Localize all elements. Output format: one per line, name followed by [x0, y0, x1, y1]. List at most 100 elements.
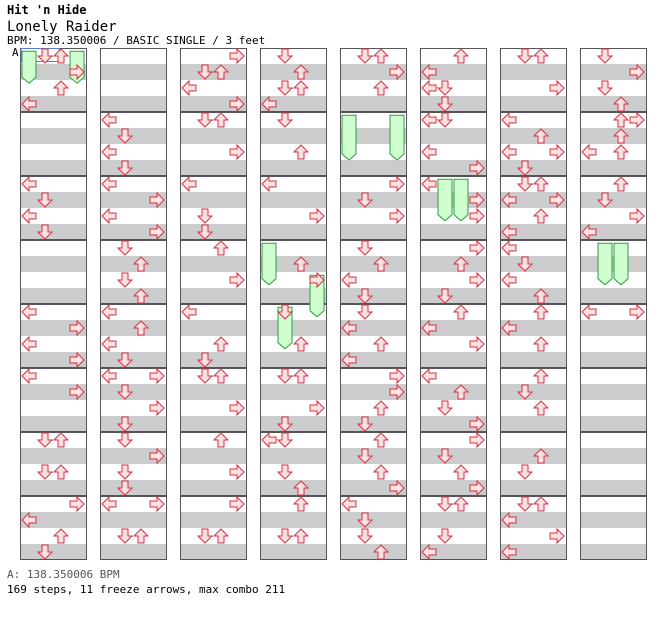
beat-stripe: [420, 352, 487, 368]
beat-stripe: [580, 416, 647, 432]
beat-stripe: [180, 448, 247, 464]
measure-box: [580, 176, 647, 240]
measure-box: [180, 304, 247, 368]
beat-stripe: [340, 512, 407, 528]
measure-box: [100, 496, 167, 560]
beat-stripe: [100, 416, 167, 432]
arrow-right: [469, 271, 485, 289]
beat-stripe: [180, 128, 247, 144]
measure-box: [420, 176, 487, 240]
arrow-down: [116, 384, 134, 400]
freeze-arrow: [261, 242, 277, 286]
beat-stripe: [500, 544, 567, 560]
measure-box: [180, 368, 247, 432]
measure-box: [580, 304, 647, 368]
beat-stripe: [100, 160, 167, 176]
freeze-arrow: [309, 274, 325, 318]
beat-stripe: [580, 64, 647, 80]
measure-box: [500, 176, 567, 240]
arrow-down: [116, 432, 134, 448]
arrow-left: [21, 367, 37, 385]
arrow-left: [341, 271, 357, 289]
arrow-up: [52, 528, 70, 544]
arrow-right: [549, 527, 565, 545]
arrow-right: [549, 79, 565, 97]
measure-box: [340, 176, 407, 240]
arrow-left: [421, 111, 437, 129]
measure-box: [260, 176, 327, 240]
measure-box: [500, 496, 567, 560]
arrow-down: [36, 432, 54, 448]
beat-stripe: [340, 64, 407, 80]
arrow-down: [116, 416, 134, 432]
arrow-down: [516, 176, 534, 192]
arrow-left: [581, 303, 597, 321]
measure-box: [260, 112, 327, 176]
beat-stripe: [420, 448, 487, 464]
arrow-left: [501, 543, 517, 561]
arrow-up: [212, 528, 230, 544]
arrow-up: [612, 176, 630, 192]
beat-stripe: [20, 256, 87, 272]
arrow-down: [196, 352, 214, 368]
beat-stripe: [420, 320, 487, 336]
arrow-down: [36, 48, 54, 64]
measure-box: [180, 48, 247, 112]
arrow-right: [69, 351, 85, 369]
measure-box: [260, 304, 327, 368]
arrow-down: [436, 448, 454, 464]
beat-stripe: [580, 352, 647, 368]
arrow-left: [421, 79, 437, 97]
measure-box: [20, 112, 87, 176]
beat-stripe: [500, 480, 567, 496]
measure-box: [500, 304, 567, 368]
arrow-down: [436, 528, 454, 544]
arrow-up: [452, 304, 470, 320]
arrow-down: [436, 400, 454, 416]
arrow-up: [132, 288, 150, 304]
beat-stripe: [340, 416, 407, 432]
song-title: Hit 'n Hide: [7, 3, 87, 17]
beat-stripe: [420, 128, 487, 144]
beat-stripe: [100, 448, 167, 464]
arrow-up: [132, 256, 150, 272]
freeze-arrow: [277, 306, 293, 350]
measure-box: [180, 496, 247, 560]
beat-stripe: [340, 224, 407, 240]
arrow-right: [629, 111, 645, 129]
arrow-up: [612, 144, 630, 160]
measure-box: [260, 240, 327, 304]
beat-stripe: [340, 320, 407, 336]
beat-stripe: [180, 480, 247, 496]
measure-box: [260, 48, 327, 112]
arrow-down: [196, 368, 214, 384]
measure-box: [580, 496, 647, 560]
measure-box: [20, 240, 87, 304]
arrow-left: [101, 143, 117, 161]
measure-box: [100, 432, 167, 496]
beat-stripe: [20, 96, 87, 112]
arrow-right: [229, 47, 245, 65]
arrow-down: [36, 544, 54, 560]
beat-stripe: [500, 224, 567, 240]
arrow-up: [292, 256, 310, 272]
arrow-down: [116, 128, 134, 144]
arrow-down: [36, 224, 54, 240]
arrow-down: [436, 80, 454, 96]
arrow-left: [21, 511, 37, 529]
arrow-right: [469, 191, 485, 209]
beat-stripe: [180, 96, 247, 112]
arrow-right: [229, 463, 245, 481]
beat-stripe: [180, 352, 247, 368]
arrow-left: [261, 175, 277, 193]
beat-stripe: [500, 96, 567, 112]
measure-box: [260, 368, 327, 432]
arrow-left: [421, 143, 437, 161]
arrow-up: [532, 496, 550, 512]
beat-stripe: [420, 64, 487, 80]
beat-stripe: [260, 416, 327, 432]
arrow-left: [101, 335, 117, 353]
arrow-up: [292, 480, 310, 496]
measure-box: [100, 48, 167, 112]
